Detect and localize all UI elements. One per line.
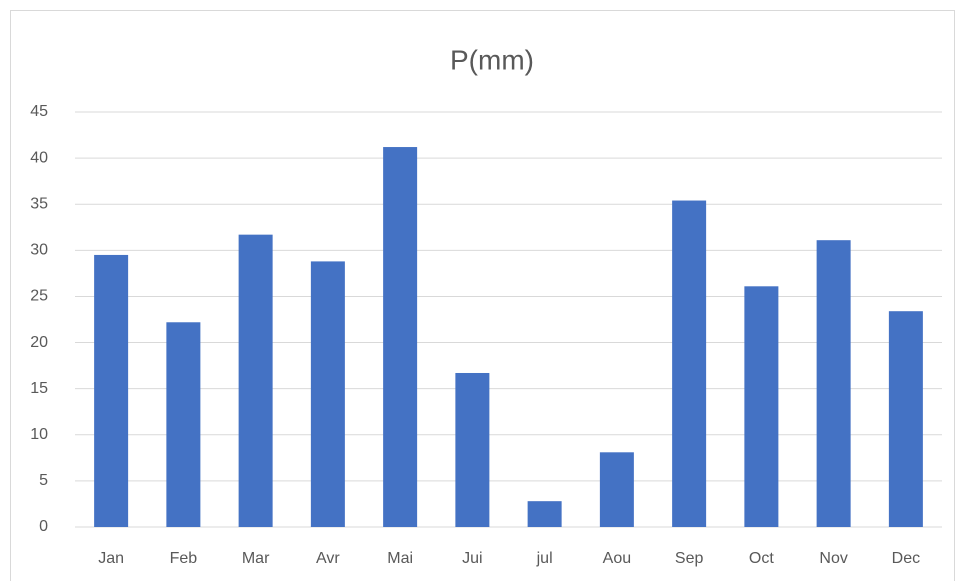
y-tick-label: 40 [30,149,48,166]
bar [455,372,490,527]
bar [744,286,779,527]
x-tick-label: Dec [892,550,920,567]
bar [672,200,707,528]
x-tick-label: Mar [242,550,270,567]
bar [94,254,129,527]
bar [888,311,923,527]
bar [599,452,634,527]
bar [527,501,562,527]
y-tick-label: 45 [30,103,48,120]
x-tick-label: jul [536,550,553,567]
x-tick-label: Jui [462,550,482,567]
x-tick-label: Nov [819,550,847,567]
chart-title: P(mm) [450,44,534,75]
x-tick-label: Avr [316,550,340,567]
x-tick-label: Jan [98,550,124,567]
y-tick-label: 10 [30,426,48,443]
y-tick-label: 30 [30,242,48,259]
y-tick-label: 25 [30,288,48,305]
y-tick-label: 5 [39,472,48,489]
y-tick-label: 20 [30,334,48,351]
x-tick-label: Oct [749,550,774,567]
y-tick-label: 15 [30,380,48,397]
bar [383,147,418,528]
x-tick-label: Sep [675,550,704,567]
x-tick-label: Mai [387,550,413,567]
x-tick-label: Aou [603,550,631,567]
y-tick-label: 0 [39,518,48,535]
bar [166,322,201,527]
bar [238,234,273,527]
bar [816,240,851,527]
bar [310,261,345,527]
x-tick-label: Feb [170,550,198,567]
y-tick-label: 35 [30,195,48,212]
